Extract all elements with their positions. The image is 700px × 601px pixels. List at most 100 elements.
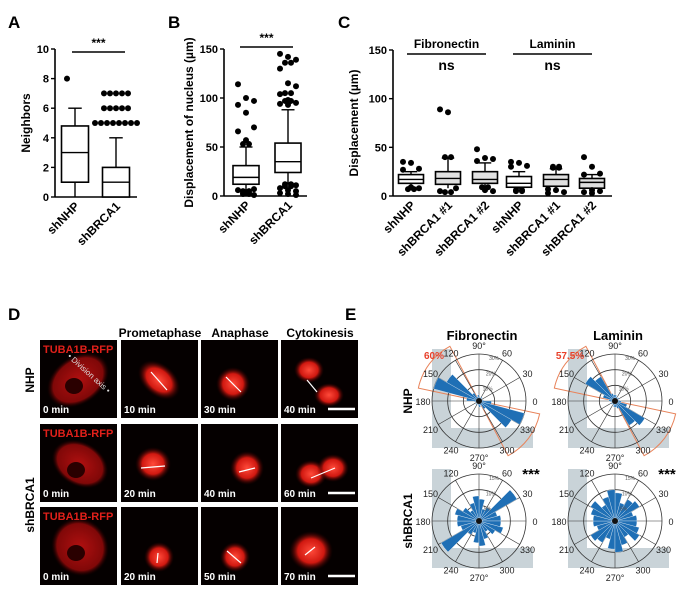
outlier-point xyxy=(556,164,562,171)
angle-label: 90° xyxy=(472,341,486,351)
micrograph-r2-c2: 20 min xyxy=(121,424,198,502)
rose-wedge xyxy=(590,508,616,522)
box xyxy=(274,142,302,174)
rose-row-label-nhp: NHP xyxy=(401,388,415,413)
ring-label: 20% xyxy=(622,371,633,377)
rose-wedge xyxy=(584,376,616,402)
outlier-point xyxy=(119,105,125,112)
outlier-point xyxy=(116,120,122,126)
angle-label: 90° xyxy=(608,341,622,351)
outlier-point xyxy=(416,185,422,192)
angle-label: 270° xyxy=(606,453,625,463)
rose-center xyxy=(476,518,482,524)
outlier-point xyxy=(246,191,252,198)
angle-label: 240 xyxy=(443,565,458,575)
time-label: 0 min xyxy=(43,572,69,583)
angle-label: 120 xyxy=(579,349,594,359)
row-label-nhp: NHP xyxy=(23,367,37,392)
daughter-cell-fluorescence xyxy=(317,454,349,482)
division-axis-line xyxy=(238,467,256,473)
micrograph-r3-c4: 70 min xyxy=(281,507,358,585)
angle-label: 120 xyxy=(443,349,458,359)
angle-label: 330 xyxy=(656,425,671,435)
rose-center xyxy=(612,398,618,404)
ring-label: 10% xyxy=(483,387,494,393)
outlier-point xyxy=(581,171,587,178)
outlier-point xyxy=(474,146,480,153)
outlier-point xyxy=(119,90,125,97)
ring-label: 15% xyxy=(625,476,636,482)
outlier-point xyxy=(545,190,551,197)
ring-label: 30% xyxy=(625,356,636,362)
outlier-point xyxy=(408,159,414,166)
outlier-point xyxy=(516,159,522,166)
outlier-point xyxy=(101,105,107,112)
polar-spoke xyxy=(591,400,616,442)
outlier-point xyxy=(113,90,119,97)
time-label: 20 min xyxy=(124,489,156,500)
angle-label: 210 xyxy=(559,545,574,555)
outlier-point xyxy=(293,83,299,90)
outlier-point xyxy=(448,154,454,161)
polar-spoke xyxy=(455,400,480,442)
rose-wedge xyxy=(597,520,616,543)
outlier-point xyxy=(251,124,257,131)
col-header-fibronectin: Fibronectin xyxy=(447,328,518,343)
condition-label: Laminin xyxy=(529,37,575,51)
outlier-point xyxy=(282,59,288,66)
x-tick-label: shNHP xyxy=(215,198,253,236)
angle-label: 120 xyxy=(579,469,594,479)
division-axis-line xyxy=(304,546,316,556)
rose-wedge xyxy=(433,377,480,402)
highlight-sector xyxy=(417,345,541,457)
rose-plot-nhp-laminin: 0 30 60 90° 120 150 180 210 240 270° 300 330 10% 20% 3… xyxy=(551,341,677,463)
angle-label: 30 xyxy=(658,369,668,379)
outlier-point xyxy=(581,154,587,161)
outlier-point xyxy=(293,192,299,199)
angle-label: 240 xyxy=(443,445,458,455)
rose-wedge xyxy=(614,400,646,426)
outlier-point xyxy=(101,90,107,97)
outlier-point xyxy=(125,105,131,112)
outlier-point xyxy=(524,162,530,169)
rose-wedge xyxy=(590,500,616,522)
outlier-point xyxy=(285,101,291,108)
micrograph-r2-c4: 60 min xyxy=(281,424,358,502)
y-tick-label: 0 xyxy=(43,192,49,204)
panel-label-d: D xyxy=(8,305,20,324)
outlier-point xyxy=(513,188,519,195)
outlier-point xyxy=(581,189,587,196)
outlier-point xyxy=(293,99,299,106)
ring-label: 15% xyxy=(489,476,500,482)
polar-spoke xyxy=(574,400,616,425)
panel-label-c: C xyxy=(338,13,350,32)
channel-label: TUBA1B-RFP xyxy=(43,428,113,440)
significance-label: *** xyxy=(522,466,540,483)
polar-spoke xyxy=(614,360,639,402)
micrograph-r1-c2: 10 min xyxy=(121,340,198,418)
row-label-shbrca1: shBRCA1 xyxy=(23,477,37,533)
micrograph-r3-c2: 20 min xyxy=(121,507,198,585)
nucleus xyxy=(67,545,85,561)
rose-plot-shbrca1-fibronectin: 0 30 60 90° 120 150 180 210 240 270° 300 330 5% 10% 15… xyxy=(415,461,539,583)
outlier-point xyxy=(597,188,603,195)
rose-row-label-shbrca1: shBRCA1 xyxy=(401,493,415,549)
outlier-point xyxy=(277,50,283,57)
outlier-point xyxy=(442,189,448,196)
box-chart-b: 0 50 100 150 Displacement of nucleus (µm) shN… xyxy=(182,31,307,247)
outlier-point xyxy=(251,186,257,193)
outlier-point xyxy=(64,75,70,82)
outlier-point xyxy=(110,120,116,126)
micrograph-r2-c3: 40 min xyxy=(201,424,278,502)
rose-wedge xyxy=(592,515,616,522)
cell-fluorescence xyxy=(294,357,324,383)
time-label: 60 min xyxy=(284,489,316,500)
angle-label: 240 xyxy=(579,565,594,575)
outlier-point xyxy=(288,90,294,97)
polar-spoke xyxy=(478,377,520,402)
micrograph-r3-c1: TUBA1B-RFP 0 min xyxy=(40,507,117,585)
significance-label: *** xyxy=(259,31,273,45)
angle-label: 270° xyxy=(470,453,489,463)
